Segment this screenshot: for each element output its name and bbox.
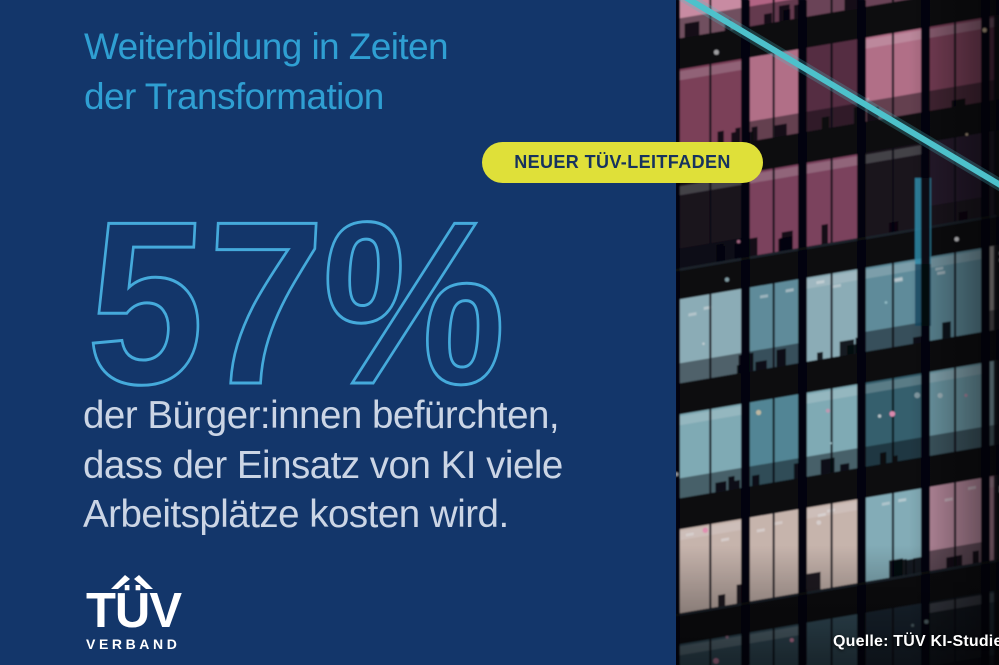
title-line-1: Weiterbildung in Zeiten xyxy=(84,26,449,67)
badge-neuer-tuev-leitfaden: NEUER TÜV-LEITFADEN xyxy=(482,142,763,183)
stat-value-text: 57% xyxy=(82,174,514,433)
tuev-verband-logo: TÜV VERBAND xyxy=(86,574,182,652)
logo-brand: TÜV xyxy=(86,584,182,638)
stat-description: der Bürger:innen befürchten, dass der Ei… xyxy=(83,391,563,540)
badge-label: NEUER TÜV-LEITFADEN xyxy=(514,152,731,172)
stat-description-line1: der Bürger:innen befürchten, xyxy=(83,394,560,437)
source-caption: Quelle: TÜV KI-Studie xyxy=(833,633,999,650)
page-title: Weiterbildung in Zeiten der Transformati… xyxy=(84,22,449,122)
stat-description-line2: dass der Einsatz von KI viele xyxy=(83,443,563,487)
title-line-2: der Transformation xyxy=(84,76,384,117)
stat-description-line3: Arbeitsplätze kosten wird. xyxy=(83,493,509,536)
logo-subbrand: VERBAND xyxy=(86,636,181,652)
roof-icon xyxy=(111,575,153,589)
stat-value: 57% xyxy=(81,173,516,435)
